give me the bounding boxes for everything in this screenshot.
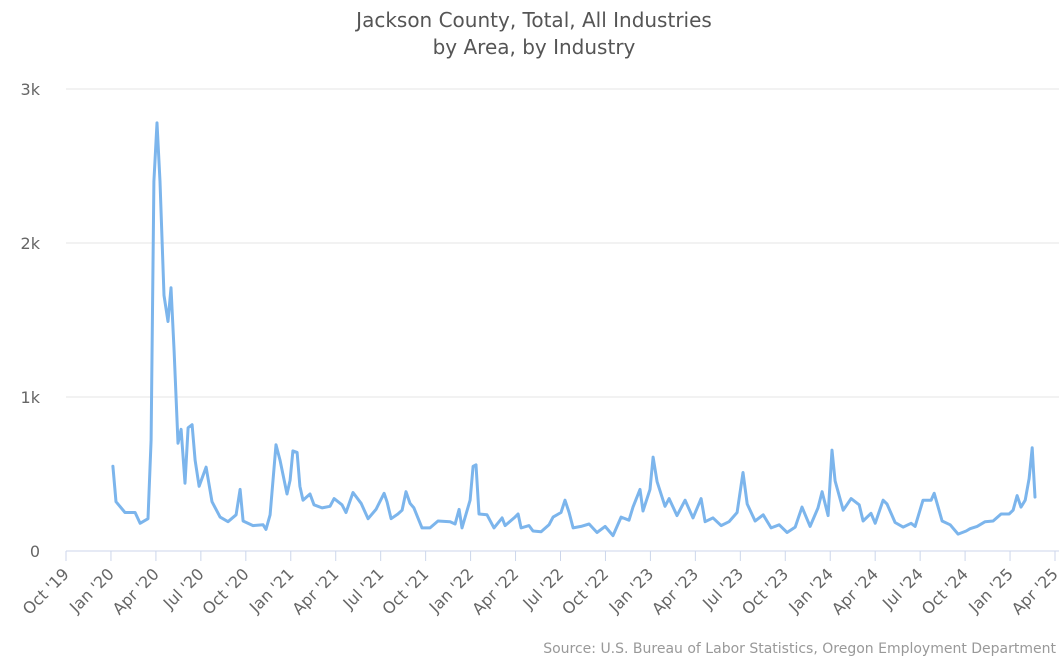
x-tick-label: Jan '21 [245,564,298,617]
x-tick-label: Oct '20 [199,564,253,618]
chart-subtitle: by Area, by Industry [433,35,636,59]
data-line [111,121,1037,538]
x-tick-label: Apr '24 [828,564,882,618]
chart-title: Jackson County, Total, All Industries [354,8,712,32]
x-tick-label: Jan '20 [65,564,118,617]
y-tick-label: 0 [30,542,40,561]
y-tick-label: 3k [21,80,41,99]
x-tick-label: Apr '20 [109,564,163,618]
x-tick-label: Jan '22 [425,564,478,617]
x-tick-label: Apr '22 [468,564,522,618]
x-tick-label: Oct '24 [918,564,972,618]
x-tick-label: Jan '23 [605,564,658,617]
x-tick-label: Oct '23 [738,564,792,618]
y-tick-label: 1k [21,388,41,407]
x-tick-label: Jan '24 [784,564,837,617]
y-tick-label: 2k [21,234,41,253]
x-tick-label: Oct '21 [378,564,432,618]
x-tick-label: Oct '19 [19,564,73,618]
x-tick-label: Apr '23 [648,564,702,618]
x-tick-label: Oct '22 [558,564,612,618]
x-tick-label: Apr '25 [1008,564,1059,618]
x-tick-label: Jan '25 [964,564,1017,617]
source-note: Source: U.S. Bureau of Labor Statistics,… [543,641,1056,657]
x-tick-label: Apr '21 [288,564,342,618]
